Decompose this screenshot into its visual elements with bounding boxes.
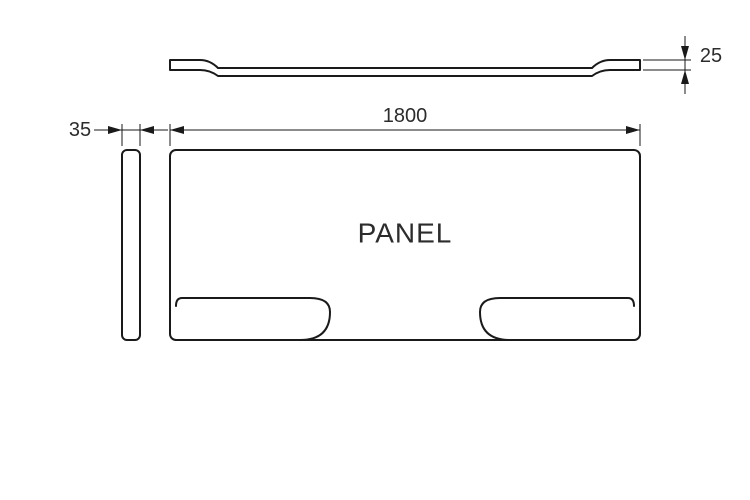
technical-drawing: PANEL 1800 35 25 — [0, 0, 750, 500]
dim-text-thickness: 35 — [69, 119, 91, 141]
arrowhead — [108, 126, 122, 134]
arrowhead — [681, 70, 689, 84]
arrowhead — [681, 46, 689, 60]
top-profile-outline — [170, 60, 640, 76]
dim-text-width: 1800 — [383, 105, 428, 127]
arrowhead — [626, 126, 640, 134]
arrowhead — [170, 126, 184, 134]
front-panel-cut-left — [176, 298, 330, 340]
arrowhead — [140, 126, 154, 134]
front-panel-cut-right — [480, 298, 634, 340]
side-profile-outline — [122, 150, 140, 340]
panel-label: PANEL — [358, 217, 453, 248]
dim-text-depth: 25 — [700, 45, 722, 67]
